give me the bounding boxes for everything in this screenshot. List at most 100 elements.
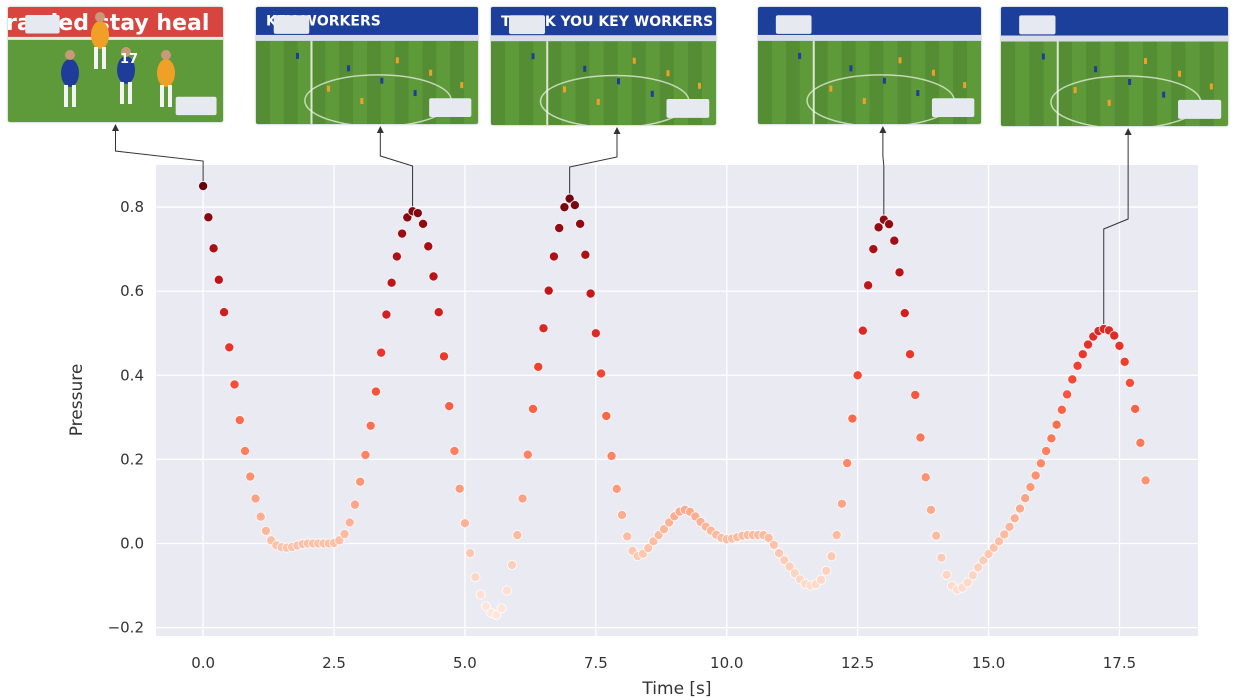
- x-axis-ticks: 0.0 2.5 5.0 7.5 10.0 12.5 15.0 17.5: [191, 654, 1136, 672]
- data-point: [397, 228, 408, 239]
- data-point: [873, 222, 884, 233]
- plot-area: [156, 165, 1198, 636]
- connector-arrow: [879, 126, 887, 133]
- data-point: [622, 531, 633, 542]
- y-tick-label: 0.6: [120, 282, 144, 300]
- data-point: [349, 499, 361, 510]
- data-point: [433, 307, 444, 318]
- thumbnail-2: KEY WORKERS: [256, 7, 478, 124]
- y-tick-label: 0.0: [120, 534, 144, 552]
- data-point: [596, 368, 607, 379]
- connector-arrow: [112, 124, 119, 131]
- data-point: [1140, 475, 1151, 486]
- data-point: [412, 208, 423, 219]
- data-point: [1077, 349, 1088, 360]
- data-point: [360, 449, 371, 460]
- data-point: [538, 323, 549, 334]
- x-tick-label: 15.0: [972, 654, 1005, 672]
- data-points: [198, 180, 1151, 621]
- data-point: [255, 511, 266, 522]
- overlay-box: [429, 98, 472, 117]
- data-point: [999, 529, 1010, 540]
- data-point: [339, 528, 350, 540]
- thumbnail-4: [758, 7, 981, 124]
- data-point: [564, 193, 575, 204]
- data-point: [376, 347, 387, 358]
- data-point: [444, 401, 455, 412]
- data-point: [884, 219, 895, 230]
- data-point: [428, 271, 439, 282]
- data-point: [763, 532, 774, 543]
- overlay-box: [509, 15, 545, 35]
- data-point: [213, 274, 224, 285]
- data-point: [606, 450, 617, 461]
- data-point: [355, 476, 366, 487]
- connector-line: [115, 130, 204, 182]
- data-point: [250, 493, 261, 504]
- x-tick-label: 0.0: [191, 654, 215, 672]
- data-point: [548, 251, 559, 262]
- data-point: [386, 277, 397, 288]
- data-point: [480, 601, 491, 612]
- data-point: [852, 370, 863, 381]
- data-point: [868, 244, 879, 255]
- data-point: [496, 603, 507, 614]
- data-point: [826, 551, 837, 562]
- data-point: [585, 288, 596, 299]
- y-axis-label: Pressure: [67, 364, 87, 437]
- overlay-box: [666, 99, 710, 118]
- data-point: [1046, 433, 1057, 444]
- data-point: [973, 562, 984, 573]
- data-point: [774, 548, 785, 559]
- data-point: [465, 548, 476, 559]
- data-point: [381, 309, 392, 320]
- annotation-connectors: [112, 124, 1132, 325]
- data-point: [224, 342, 235, 353]
- data-point: [245, 471, 256, 482]
- data-point: [1020, 493, 1031, 504]
- thumbnail-banner-text: THANK YOU KEY WORKERS: [501, 14, 713, 30]
- data-point: [1014, 503, 1026, 514]
- connector-line: [882, 132, 885, 215]
- data-point: [1135, 437, 1146, 448]
- x-tick-label: 7.5: [584, 654, 608, 672]
- overlay-box: [175, 96, 217, 116]
- data-point: [768, 539, 779, 550]
- data-point: [910, 389, 921, 401]
- data-point: [936, 552, 947, 563]
- overlay-box: [775, 15, 812, 34]
- data-point: [1004, 521, 1015, 532]
- data-point: [847, 413, 858, 424]
- data-point: [904, 349, 916, 360]
- data-point: [365, 420, 376, 431]
- data-point: [889, 235, 900, 246]
- data-point: [459, 518, 470, 529]
- data-point: [501, 585, 512, 596]
- x-tick-label: 5.0: [453, 654, 477, 672]
- thumbnail-5: [1001, 7, 1228, 126]
- data-point: [580, 249, 591, 260]
- data-point: [370, 386, 381, 397]
- data-point: [219, 307, 230, 318]
- grid-lines: [156, 165, 1198, 636]
- data-point: [554, 223, 565, 234]
- data-point: [423, 241, 434, 252]
- x-tick-label: 2.5: [322, 654, 346, 672]
- data-point: [229, 379, 240, 390]
- data-point: [1025, 482, 1036, 493]
- data-point: [239, 445, 251, 457]
- data-point: [543, 285, 554, 296]
- data-point: [198, 180, 209, 192]
- data-point: [590, 328, 601, 339]
- data-point: [962, 577, 973, 588]
- data-point: [512, 530, 523, 541]
- data-point: [1067, 374, 1078, 385]
- data-point: [417, 218, 429, 229]
- data-point: [344, 517, 355, 528]
- data-point: [1082, 339, 1094, 350]
- data-point: [967, 570, 978, 581]
- data-point: [1056, 404, 1067, 415]
- data-point: [1130, 403, 1141, 414]
- data-point: [507, 559, 518, 571]
- overlay-box: [1178, 99, 1222, 119]
